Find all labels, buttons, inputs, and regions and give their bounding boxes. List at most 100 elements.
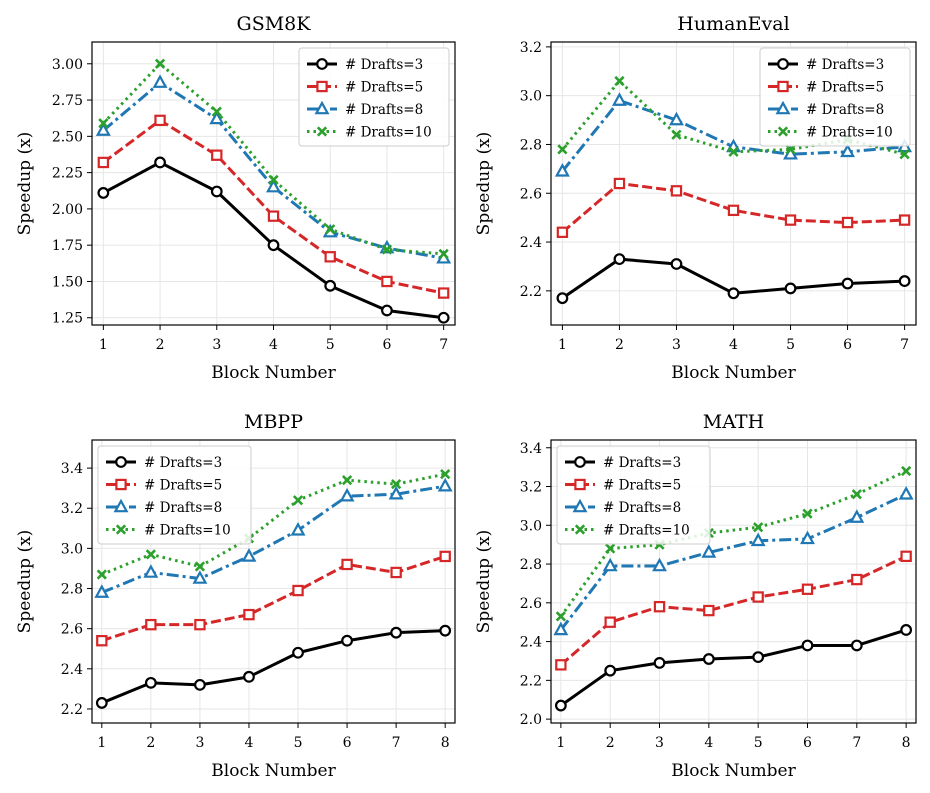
y-tick-label: 3.4 <box>61 461 83 477</box>
series-line-drafts-8 <box>559 492 907 631</box>
data-point <box>98 118 109 129</box>
data-point <box>841 216 854 229</box>
x-tick-label: 2 <box>606 735 615 751</box>
chart-panel-gsm8k: 1 2 3 4 5 6 7 1.25 1.50 1.75 2.00 2.25 2.50 2.75 3.00 G… <box>15 13 456 383</box>
y-tick-label: 2.2 <box>520 284 542 300</box>
x-axis-label: Block Number <box>671 761 796 781</box>
y-tick-label: 1.25 <box>52 311 83 327</box>
x-tick-label: 6 <box>843 337 852 353</box>
y-tick-label: 3.0 <box>520 518 542 534</box>
chart-panel-math: 1 2 3 4 5 6 7 8 2.0 2.2 2.4 2.6 2.8 3.0 3.2 3.4 MATH Bloc… <box>474 411 917 781</box>
data-point <box>439 624 452 637</box>
data-point <box>292 584 304 597</box>
data-point <box>211 106 222 117</box>
data-point <box>341 558 353 571</box>
chart-panel-humaneval: 1 2 3 4 5 6 7 2.2 2.4 2.6 2.8 3.0 3.2 HumanEval Block … <box>474 13 917 383</box>
chart-title: MATH <box>703 411 764 433</box>
legend-label: # Drafts=3 <box>345 57 423 73</box>
data-point <box>556 292 569 305</box>
x-tick-label: 7 <box>439 337 448 353</box>
legend-marker <box>115 478 127 491</box>
series-line-drafts-10 <box>559 469 907 618</box>
data-point <box>653 657 666 669</box>
data-point <box>97 187 110 199</box>
legend-label: # Drafts=5 <box>144 478 222 494</box>
data-point <box>703 604 715 617</box>
data-point <box>801 583 814 595</box>
data-point <box>325 224 336 235</box>
data-point <box>898 214 911 226</box>
data-point <box>95 697 108 709</box>
data-point <box>210 185 223 198</box>
data-point <box>440 469 451 480</box>
data-point <box>324 251 336 263</box>
y-tick-label: 2.0 <box>520 712 542 728</box>
x-tick-label: 8 <box>441 735 450 751</box>
y-tick-label: 2.8 <box>61 582 83 598</box>
data-point <box>439 550 451 563</box>
data-point <box>849 509 865 523</box>
y-tick-label: 2.8 <box>520 557 542 573</box>
legend-marker <box>777 126 789 137</box>
legend-label: # Drafts=10 <box>806 125 893 141</box>
data-point <box>802 508 813 519</box>
legend-label: # Drafts=10 <box>144 523 231 539</box>
data-point <box>341 475 353 486</box>
data-point <box>243 670 255 683</box>
data-point <box>851 489 862 500</box>
data-point <box>154 58 166 69</box>
x-tick-label: 2 <box>146 735 155 751</box>
data-point <box>324 279 337 292</box>
data-point <box>750 532 766 547</box>
data-point <box>97 156 110 169</box>
legend-box <box>556 445 711 545</box>
data-point <box>728 146 739 157</box>
y-tick-label: 2.6 <box>520 186 542 202</box>
y-axis-label: Speedup (x) <box>15 530 35 634</box>
y-tick-label: 2.6 <box>520 596 542 612</box>
data-point <box>381 244 393 255</box>
legend: # Drafts=3 # Drafts=5 # Drafts=8 # Drafts=1… <box>97 445 252 545</box>
data-point <box>784 214 797 226</box>
data-point <box>604 616 616 628</box>
y-axis-label: Speedup (x) <box>474 132 494 236</box>
y-tick-label: 2.4 <box>61 662 83 678</box>
y-tick-label: 2.75 <box>52 93 83 109</box>
legend-label: # Drafts=5 <box>345 80 423 96</box>
data-point <box>154 114 166 127</box>
series-line-drafts-3 <box>559 628 907 707</box>
series-line-drafts-3 <box>101 629 446 705</box>
data-point <box>243 608 255 621</box>
data-point <box>211 149 223 161</box>
x-tick-label: 7 <box>900 337 909 353</box>
chart-panel-mbpp: 1 2 3 4 5 6 7 8 2.2 2.4 2.6 2.8 3.0 3.2 3.4 MBPP Block N… <box>15 411 456 781</box>
data-point <box>437 311 450 324</box>
data-point <box>785 144 796 155</box>
data-point <box>613 253 626 266</box>
data-point <box>144 676 157 689</box>
plot-frame <box>91 439 456 724</box>
y-tick-label: 3.0 <box>520 89 542 105</box>
x-tick-label: 5 <box>326 337 335 353</box>
legend-marker <box>777 58 789 70</box>
x-tick-label: 4 <box>269 337 278 353</box>
legend-marker <box>574 524 586 535</box>
x-tick-label: 6 <box>803 735 812 751</box>
data-point <box>154 156 166 169</box>
data-point <box>341 634 353 647</box>
x-tick-label: 4 <box>729 337 738 353</box>
x-tick-label: 5 <box>786 337 795 353</box>
data-point <box>614 75 625 87</box>
legend-label: # Drafts=10 <box>345 125 432 141</box>
data-point <box>266 178 281 193</box>
data-point <box>96 635 108 647</box>
data-point <box>555 611 566 622</box>
legend-marker <box>775 100 791 115</box>
data-point <box>267 239 280 252</box>
x-tick-label: 7 <box>392 735 401 751</box>
x-axis-label: Block Number <box>671 363 796 383</box>
data-point <box>390 566 402 579</box>
data-point <box>653 600 666 613</box>
chart-title: MBPP <box>244 411 303 433</box>
